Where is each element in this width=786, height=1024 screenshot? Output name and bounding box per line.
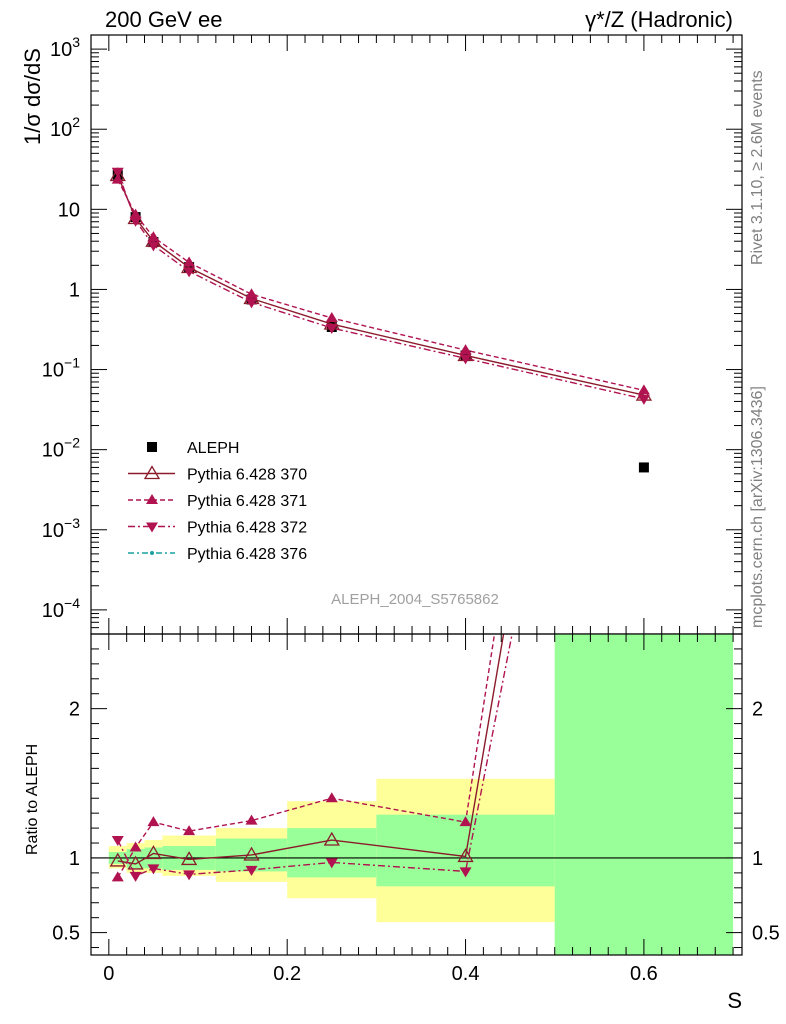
main-ytick-label-2: 10−2 bbox=[42, 435, 80, 462]
main-point-3-5 bbox=[325, 324, 338, 335]
ratio-point-2-6 bbox=[459, 867, 472, 878]
legend-marker-3 bbox=[146, 522, 158, 533]
legend-label-0: ALEPH bbox=[187, 440, 239, 457]
ratio-xtick-label-2: 0.4 bbox=[452, 963, 480, 985]
ratio-ytick-label-2: 2 bbox=[69, 699, 80, 721]
ratio-axes: 0.5 0.5 1 1 2 2 0 0.2 0.4 0.6 bbox=[52, 633, 780, 985]
main-series-layer bbox=[109, 167, 653, 473]
main-point-2-1 bbox=[129, 208, 142, 219]
main-ytick-label-3: 10−1 bbox=[42, 355, 80, 382]
ratio-ytick-label-1: 1 bbox=[69, 848, 80, 870]
ratio-point-1-0 bbox=[111, 871, 124, 882]
main-point-3-7 bbox=[637, 394, 650, 405]
ratio-point-1-1 bbox=[129, 841, 142, 852]
ratio-point-0-5 bbox=[323, 831, 340, 846]
band-stat-5 bbox=[287, 828, 377, 878]
main-ytick-label-4: 1 bbox=[69, 279, 80, 301]
ratio-point-2-1 bbox=[129, 871, 142, 882]
ratio-point-0-2 bbox=[145, 845, 162, 860]
main-ytick-label-7: 103 bbox=[50, 34, 80, 61]
ratio-ytick-label-0: 0.5 bbox=[52, 923, 80, 945]
legend-label-1: Pythia 6.428 370 bbox=[187, 467, 307, 484]
ratio-point-1-6 bbox=[459, 816, 472, 827]
ratio-line-1 bbox=[117, 634, 496, 878]
main-point-2-5 bbox=[325, 312, 338, 323]
legend-label-3: Pythia 6.428 372 bbox=[187, 520, 307, 537]
ratio-bands bbox=[108, 634, 734, 955]
ratio-point-1-3 bbox=[183, 825, 196, 836]
main-point-2-6 bbox=[459, 344, 472, 355]
ratio-frame bbox=[90, 633, 743, 956]
watermark-text: ALEPH_2004_S5765862 bbox=[331, 591, 499, 608]
ratio-ytick-label-right-0: 0.5 bbox=[752, 923, 780, 945]
legend-marker-0 bbox=[147, 442, 157, 452]
main-point-2-4 bbox=[245, 288, 258, 299]
main-point-3-4 bbox=[245, 298, 258, 309]
main-point-3-1 bbox=[129, 216, 142, 227]
ratio-clipped bbox=[91, 634, 742, 882]
ratio-point-2-5 bbox=[325, 858, 338, 869]
ratio-line-2 bbox=[117, 634, 513, 877]
main-frame bbox=[90, 34, 743, 635]
ratio-point-0-3 bbox=[180, 851, 198, 866]
ratio-point-1-4 bbox=[245, 814, 258, 825]
main-point-3-2 bbox=[147, 241, 160, 252]
ratio-point-0-4 bbox=[243, 846, 260, 861]
ratio-point-2-4 bbox=[245, 865, 258, 876]
ratio-ytick-label-right-1: 1 bbox=[752, 848, 763, 870]
legend-marker-2 bbox=[146, 494, 158, 504]
series-line-1 bbox=[117, 175, 645, 396]
main-ylabel: 1/σ dσ/dS bbox=[20, 48, 45, 145]
ratio-point-2-3 bbox=[183, 870, 196, 881]
ratio-xtick-label-0: 0 bbox=[103, 963, 114, 985]
header-left: 200 GeV ee bbox=[105, 7, 222, 32]
legend: ALEPH Pythia 6.428 370 Pythia 6.428 371 Pyt… bbox=[128, 440, 307, 563]
ratio-point-2-0 bbox=[111, 836, 124, 847]
band-stat-7 bbox=[554, 634, 734, 955]
ratio-ylabel: Ratio to ALEPH bbox=[24, 744, 41, 855]
ratio-point-2-2 bbox=[147, 864, 160, 875]
main-ytick-label-1: 10−3 bbox=[42, 515, 80, 542]
main-point-3-6 bbox=[459, 354, 472, 365]
main-point-2-3 bbox=[183, 256, 196, 267]
main-ytick-label-0: 10−4 bbox=[42, 595, 80, 622]
ratio-point-1-2 bbox=[147, 816, 160, 827]
ratio-ytick-label-right-2: 2 bbox=[752, 699, 763, 721]
legend-marker-1 bbox=[143, 465, 161, 480]
legend-label-2: Pythia 6.428 371 bbox=[187, 493, 307, 510]
ratio-point-1-5 bbox=[325, 792, 338, 803]
series-line-2 bbox=[117, 179, 645, 392]
main-ytick-label-5: 10 bbox=[58, 199, 80, 221]
rivet-version-text: Rivet 3.1.10, ≥ 2.6M events bbox=[749, 70, 766, 265]
ratio-point-0-6 bbox=[457, 848, 474, 863]
series-line-3 bbox=[117, 171, 645, 400]
main-ytick-label-6: 102 bbox=[50, 114, 80, 141]
ratio-xlabel: S bbox=[727, 988, 742, 1013]
main-point-2-0 bbox=[111, 173, 124, 184]
band-stat-1 bbox=[126, 848, 145, 869]
main-point-3-0 bbox=[111, 167, 124, 178]
legend-marker-4 bbox=[150, 551, 154, 555]
ratio-series-layer bbox=[91, 634, 742, 882]
ratio-point-0-1 bbox=[127, 855, 144, 870]
main-point-0-7 bbox=[638, 462, 649, 473]
main-axes: 10−4 10−3 10−2 10−1 1 10 102 103 bbox=[42, 34, 743, 635]
header-right: γ*/Z (Hadronic) bbox=[585, 7, 733, 32]
main-point-2-2 bbox=[147, 231, 160, 242]
main-point-3-3 bbox=[183, 267, 196, 278]
legend-label-4: Pythia 6.428 376 bbox=[187, 546, 307, 563]
ratio-point-0-0 bbox=[109, 852, 126, 867]
ratio-xtick-label-3: 0.6 bbox=[630, 963, 658, 985]
main-point-2-7 bbox=[637, 384, 650, 395]
ratio-xtick-label-1: 0.2 bbox=[273, 963, 301, 985]
mcplots-text: mcplots.cern.ch [arXiv:1306.3436] bbox=[749, 386, 766, 628]
